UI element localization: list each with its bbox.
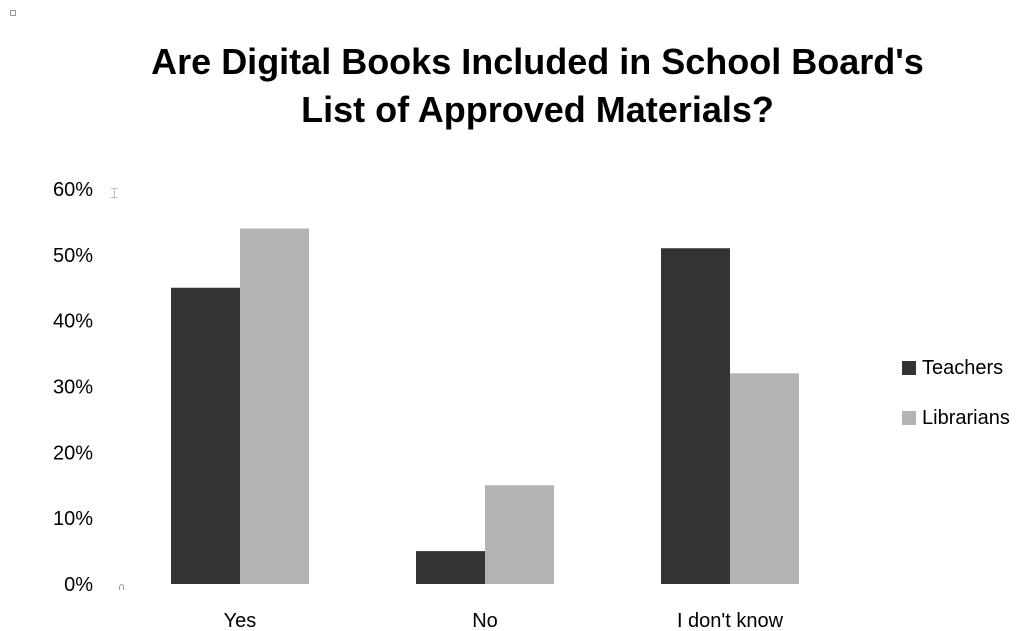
x-tick-label: Yes <box>224 610 257 631</box>
y-tick-label: 10% <box>53 508 93 530</box>
legend-item-librarians: Librarians <box>902 402 1010 434</box>
legend-label-teachers: Teachers <box>922 356 1004 379</box>
y-tick-label: 0% <box>64 574 93 596</box>
bar-librarians-1 <box>485 485 554 584</box>
small-mark-icon: ∩ <box>118 582 125 593</box>
legend: Teachers Librarians <box>902 352 1010 452</box>
legend-swatch-librarians <box>902 411 916 425</box>
legend-item-teachers: Teachers <box>902 352 1010 384</box>
bar-librarians-0 <box>240 228 309 584</box>
bar-teachers-2 <box>661 248 730 584</box>
bar-teachers-0 <box>171 287 240 584</box>
x-tick-label: I don't know <box>677 610 784 631</box>
y-tick-label: 60% <box>53 179 93 201</box>
chart-title: Are Digital Books Included in School Boa… <box>151 41 924 130</box>
bar-librarians-2 <box>730 373 799 584</box>
y-tick-label: 50% <box>53 245 93 267</box>
corner-marker-icon <box>10 10 16 16</box>
legend-label-librarians: Librarians <box>922 406 1010 429</box>
y-tick-label: 20% <box>53 442 93 464</box>
y-tick-label: 30% <box>53 377 93 399</box>
x-tick-label: No <box>472 610 498 631</box>
text-cursor-icon: ⌶ <box>110 186 118 202</box>
bar-teachers-1 <box>416 551 485 584</box>
y-tick-label: 40% <box>53 311 93 333</box>
legend-swatch-teachers <box>902 361 916 375</box>
